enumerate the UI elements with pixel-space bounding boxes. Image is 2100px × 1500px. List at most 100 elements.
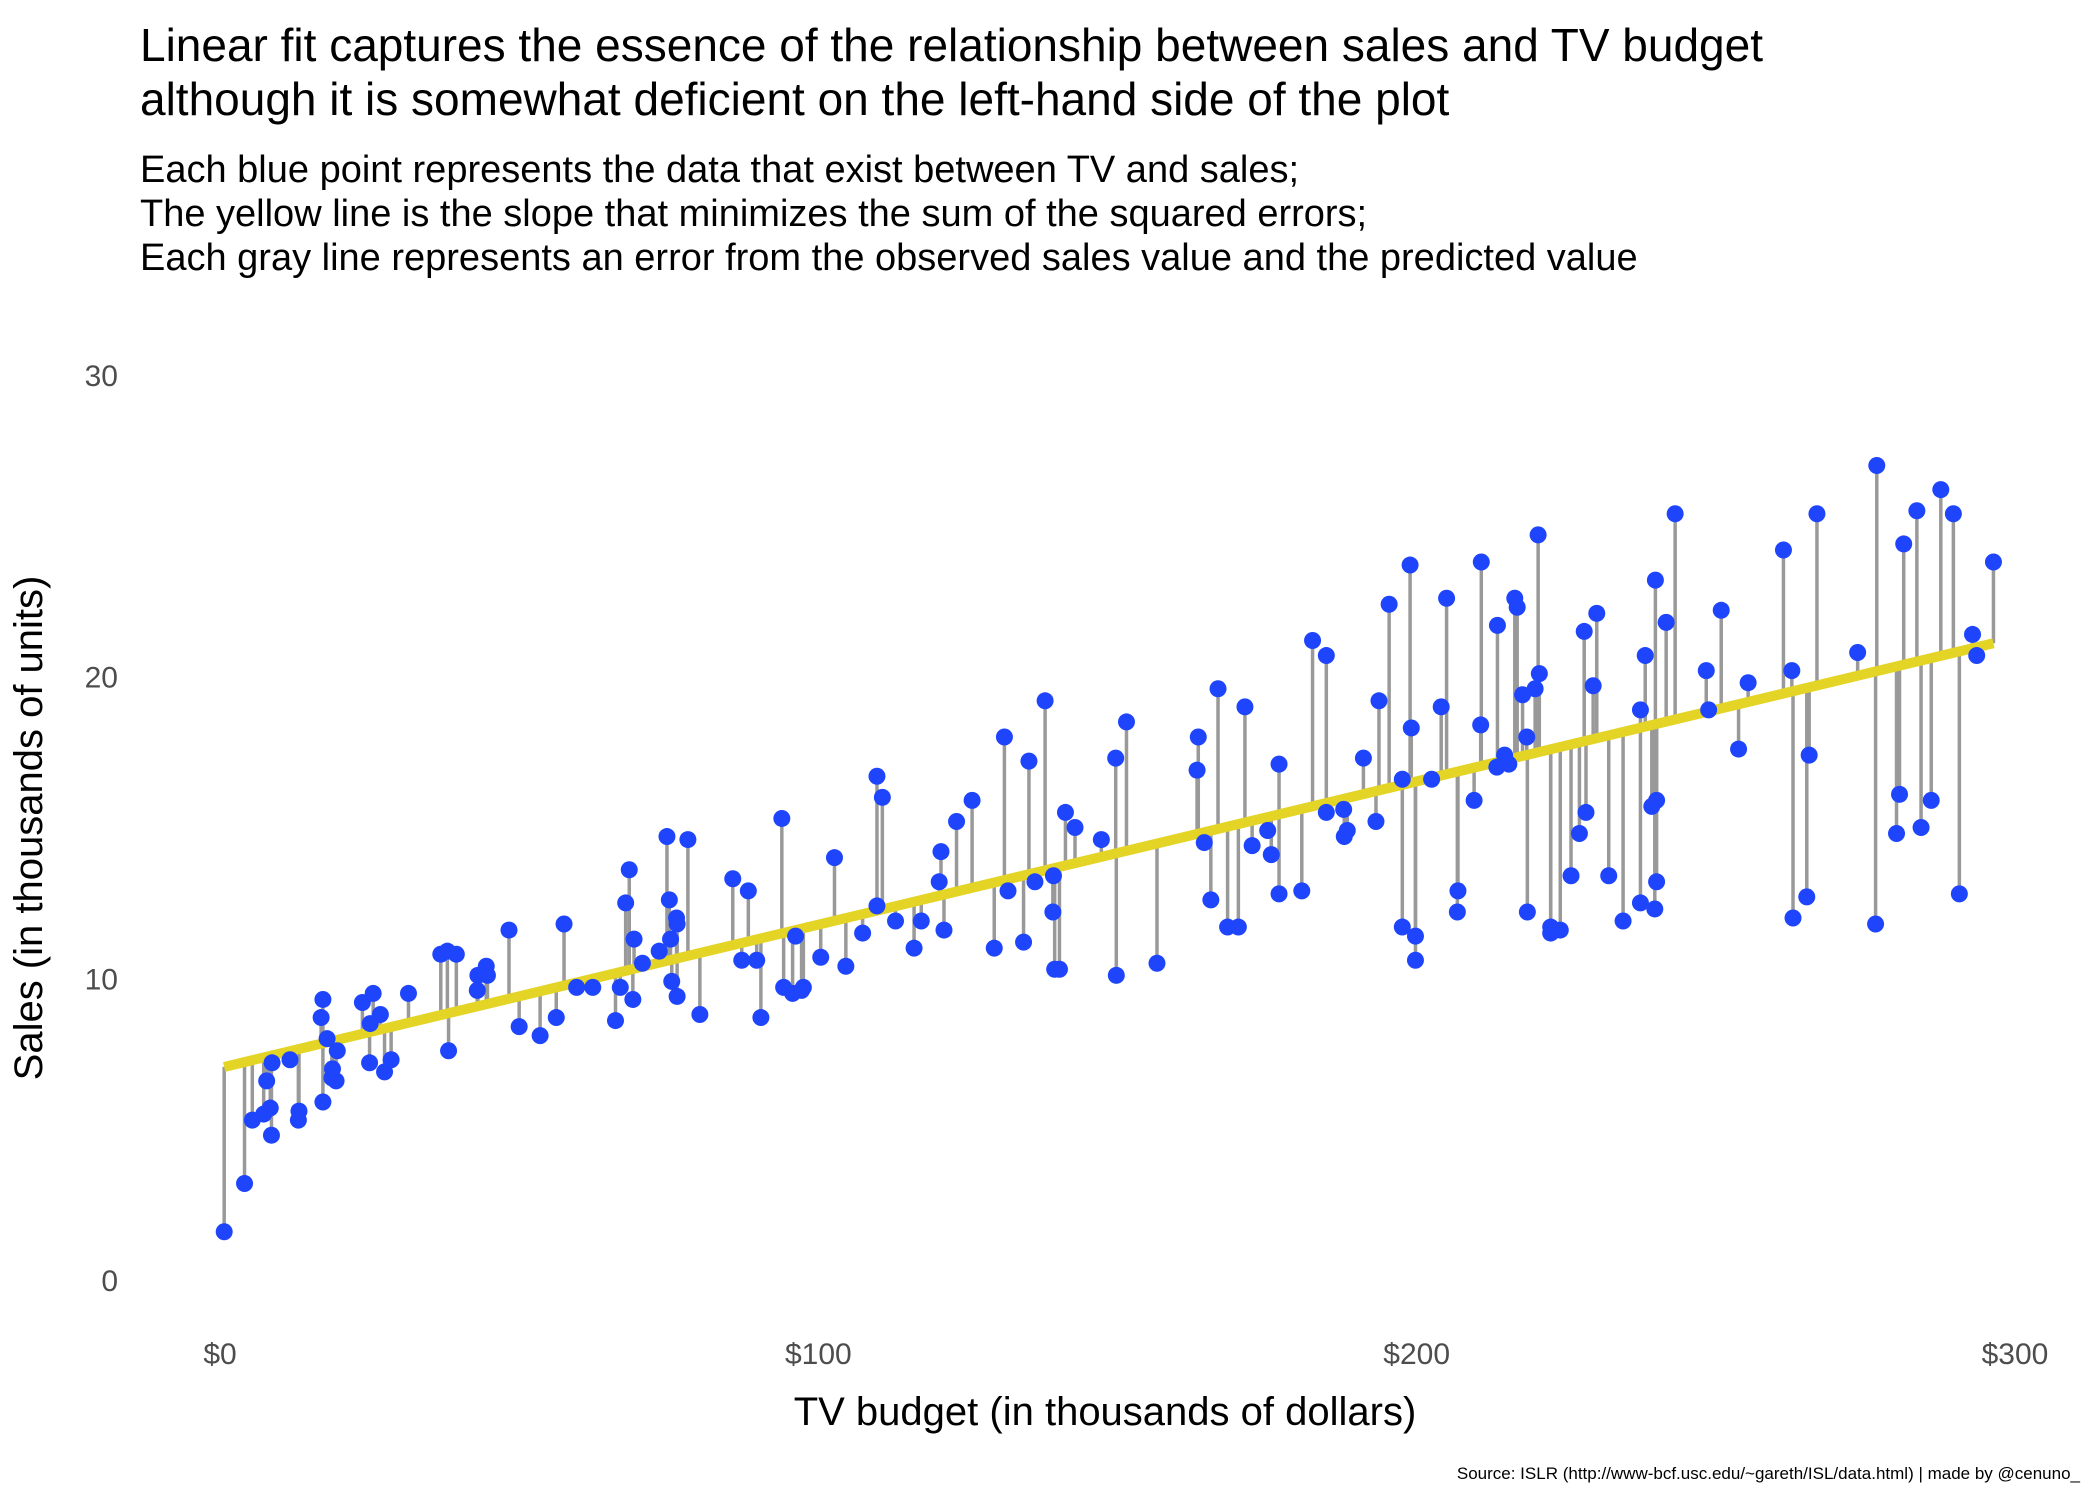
data-point xyxy=(1046,960,1064,978)
data-point xyxy=(1262,846,1280,864)
data-point xyxy=(1964,625,1982,643)
data-point xyxy=(1259,822,1277,840)
data-point xyxy=(382,1051,400,1069)
data-point xyxy=(1354,749,1372,767)
data-point xyxy=(1950,885,1968,903)
data-point xyxy=(1774,541,1792,559)
data-point xyxy=(1530,665,1548,683)
data-point xyxy=(289,1111,307,1129)
data-point xyxy=(1526,680,1544,698)
data-point xyxy=(1614,912,1632,930)
data-point xyxy=(531,1027,549,1045)
data-point xyxy=(1643,797,1661,815)
data-point xyxy=(1631,701,1649,719)
data-point xyxy=(1888,825,1906,843)
data-point xyxy=(1646,571,1664,589)
y-tick-label: 0 xyxy=(101,1265,118,1298)
data-point xyxy=(691,1006,709,1024)
data-point xyxy=(773,809,791,827)
data-point xyxy=(1700,701,1718,719)
data-point xyxy=(243,1111,261,1129)
data-point xyxy=(1472,553,1490,571)
data-point xyxy=(837,957,855,975)
data-point xyxy=(1438,589,1456,607)
data-point xyxy=(1646,900,1664,918)
data-point xyxy=(1666,505,1684,523)
data-point xyxy=(787,927,805,945)
data-point xyxy=(1026,873,1044,891)
data-points xyxy=(215,457,2002,1241)
data-point xyxy=(625,930,643,948)
data-point xyxy=(1401,556,1419,574)
data-point xyxy=(1117,713,1135,731)
data-point xyxy=(1631,894,1649,912)
data-point xyxy=(606,1012,624,1030)
data-point xyxy=(1293,882,1311,900)
data-point xyxy=(478,966,496,984)
data-point xyxy=(1808,505,1826,523)
data-point xyxy=(887,912,905,930)
data-point xyxy=(1518,903,1536,921)
data-point xyxy=(1338,822,1356,840)
data-point xyxy=(323,1069,341,1087)
data-point xyxy=(447,945,465,963)
data-point xyxy=(999,882,1017,900)
data-point xyxy=(1514,686,1532,704)
x-tick-label: $0 xyxy=(203,1338,236,1371)
data-point xyxy=(1107,749,1125,767)
data-point xyxy=(1317,647,1335,665)
y-axis-ticks: 0 10 20 30 xyxy=(85,360,118,1298)
data-point xyxy=(650,942,668,960)
data-point xyxy=(935,921,953,939)
data-point xyxy=(1317,803,1335,821)
data-point xyxy=(1529,526,1547,544)
chart-title: Linear fit captures the essence of the r… xyxy=(140,18,2090,126)
data-point xyxy=(668,987,686,1005)
data-point xyxy=(1891,785,1909,803)
residual-lines xyxy=(222,465,1996,1232)
data-point xyxy=(1562,867,1580,885)
data-point xyxy=(1730,740,1748,758)
data-point xyxy=(314,990,332,1008)
fit-line xyxy=(223,638,1995,1072)
data-point xyxy=(1895,535,1913,553)
data-point xyxy=(364,984,382,1002)
data-point xyxy=(236,1174,254,1192)
data-point xyxy=(1044,903,1062,921)
data-point xyxy=(1584,677,1602,695)
source-caption: Source: ISLR (http://www-bcf.usc.edu/~ga… xyxy=(1456,1464,2080,1483)
data-point xyxy=(1236,698,1254,716)
data-point xyxy=(985,939,1003,957)
data-point xyxy=(1148,954,1166,972)
subtitle-line: The yellow line is the slope that minimi… xyxy=(140,193,1368,235)
data-point xyxy=(312,1009,330,1027)
data-point xyxy=(775,978,793,996)
data-point xyxy=(1107,966,1125,984)
data-point xyxy=(611,978,629,996)
data-point xyxy=(1588,604,1606,622)
data-point xyxy=(930,873,948,891)
data-point xyxy=(258,1072,276,1090)
data-point xyxy=(1867,915,1885,933)
data-point xyxy=(1912,819,1930,836)
data-point xyxy=(1393,918,1411,936)
data-point xyxy=(1406,927,1424,945)
data-point xyxy=(733,951,751,969)
subtitle-line: Each blue point represents the data that… xyxy=(140,149,1300,191)
data-point xyxy=(1932,481,1950,499)
data-point xyxy=(1697,662,1715,680)
data-point xyxy=(963,791,981,809)
data-point xyxy=(854,924,872,942)
x-axis-ticks: $0 $100 $200 $300 xyxy=(203,1338,2048,1371)
data-point xyxy=(328,1042,346,1060)
x-tick-label: $100 xyxy=(785,1338,852,1371)
data-point xyxy=(660,891,678,909)
data-point xyxy=(905,939,923,957)
data-point xyxy=(314,1093,332,1111)
data-point xyxy=(261,1099,279,1117)
data-point xyxy=(262,1126,280,1144)
data-point xyxy=(1712,601,1730,619)
data-point xyxy=(633,954,651,972)
x-tick-label: $300 xyxy=(1982,1338,2049,1371)
data-point xyxy=(1968,647,1986,665)
